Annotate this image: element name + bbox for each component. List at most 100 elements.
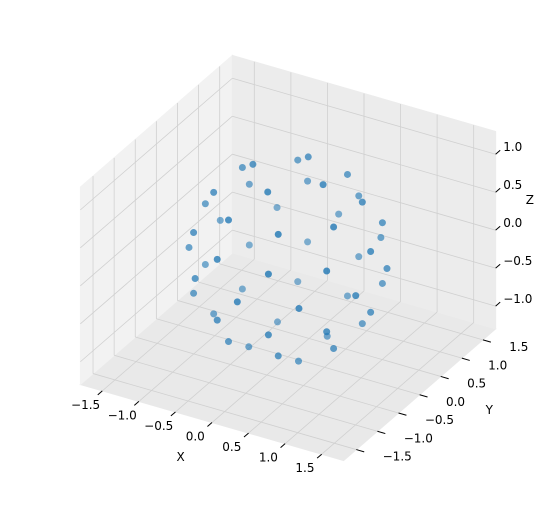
tick-mark [495, 149, 501, 155]
point [343, 170, 351, 178]
point [304, 177, 312, 185]
point [358, 320, 366, 328]
point [294, 278, 302, 286]
z-tick-label: 1.0 [503, 140, 522, 154]
point [319, 181, 327, 189]
tick-mark [356, 449, 365, 453]
tick-mark [243, 432, 249, 438]
point [185, 243, 193, 251]
tick-mark [495, 263, 501, 269]
point [377, 234, 385, 242]
point [323, 267, 331, 275]
point [294, 156, 302, 164]
x-tick-label: 1.5 [295, 461, 314, 475]
point [238, 285, 246, 293]
y-tick-label: 1.0 [488, 358, 507, 372]
point [323, 332, 331, 340]
grid-line [232, 77, 496, 155]
point [367, 308, 375, 316]
grid-line [177, 300, 441, 377]
y-tick-label: −1.5 [383, 450, 412, 464]
tick-mark [316, 453, 323, 459]
x-tick-label: −1.0 [108, 408, 137, 422]
point [216, 216, 224, 224]
point [383, 265, 391, 273]
y-tick-label: −0.5 [425, 413, 454, 427]
point [201, 261, 209, 269]
tick-mark [97, 390, 103, 396]
y-tick-label: 0.5 [467, 377, 486, 391]
point [335, 210, 343, 218]
grid-line [114, 354, 378, 432]
grid-line [92, 373, 357, 450]
grid-line [135, 336, 399, 414]
y-tick-label: 1.5 [509, 340, 528, 354]
point [213, 316, 221, 324]
x-tick-label: −0.5 [144, 419, 173, 433]
tick-mark [419, 394, 428, 398]
tick-mark [495, 225, 501, 231]
point [330, 344, 338, 352]
x-axis-label: X [176, 450, 184, 464]
point [264, 188, 272, 196]
point [343, 292, 351, 300]
point [210, 188, 218, 196]
y-tick-label: 0.0 [446, 395, 465, 409]
point [264, 331, 272, 339]
point [378, 219, 386, 227]
point [238, 164, 246, 172]
point [274, 230, 282, 238]
y-axis-label: Y [485, 403, 494, 417]
tick-mark [207, 422, 213, 427]
z-axis-label: Z [526, 193, 534, 207]
point [245, 241, 253, 249]
point [273, 318, 281, 326]
x-tick-label: 0.5 [222, 440, 241, 454]
point [233, 298, 241, 306]
point [304, 153, 312, 161]
point [355, 192, 363, 200]
point [304, 238, 312, 246]
grid-line [80, 77, 233, 211]
tick-mark [280, 443, 286, 448]
point [367, 247, 375, 255]
z-tick-label: −0.5 [503, 254, 532, 268]
grid-line [219, 263, 484, 341]
point [378, 279, 386, 287]
point [330, 223, 338, 231]
z-tick-label: 0.5 [503, 178, 522, 192]
point [210, 310, 218, 318]
point [190, 289, 198, 297]
point [190, 229, 198, 237]
x-tick-label: 0.0 [186, 430, 205, 444]
point [273, 204, 281, 212]
point [358, 198, 366, 206]
z-tick-label: −1.0 [503, 292, 532, 306]
tick-mark [495, 187, 501, 193]
x-tick-label: 1.0 [259, 451, 278, 465]
point [352, 292, 360, 300]
grid-line [80, 229, 233, 363]
point [191, 274, 199, 282]
tick-mark [377, 430, 386, 435]
point [295, 304, 303, 312]
point [213, 255, 221, 263]
point [201, 200, 209, 208]
grid-line [80, 191, 233, 325]
point [274, 352, 282, 360]
grid-line [232, 229, 496, 307]
grid-line [232, 115, 496, 193]
grid-line [80, 115, 233, 249]
grid-line [80, 153, 233, 287]
tick-mark [495, 301, 501, 307]
point [249, 160, 257, 168]
tick-mark [170, 411, 176, 417]
z-tick-label: 0.0 [503, 216, 522, 230]
tick-mark [482, 339, 492, 343]
point [295, 357, 303, 365]
grid-line [198, 281, 462, 359]
tick-mark [398, 412, 407, 416]
point [225, 338, 233, 346]
grid-line [232, 153, 496, 231]
